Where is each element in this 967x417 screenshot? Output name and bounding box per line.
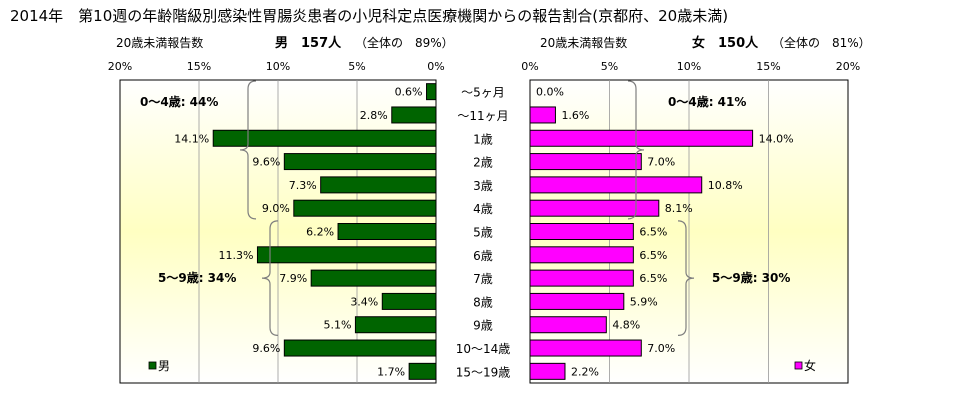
data-label-male: 14.1% bbox=[174, 132, 209, 145]
bar-male bbox=[310, 269, 437, 287]
tick-label-male: 20% bbox=[108, 60, 132, 73]
data-label-male: 6.2% bbox=[306, 226, 334, 239]
bar-female bbox=[529, 362, 566, 380]
bar-female bbox=[529, 223, 634, 240]
bar-male bbox=[283, 153, 437, 171]
data-label-female: 6.5% bbox=[639, 249, 667, 262]
category-label: 15～19歳 bbox=[456, 365, 511, 379]
female-header-label: 20歳未満報告数 bbox=[540, 35, 627, 50]
bar-female bbox=[529, 316, 607, 334]
male-header-summary: 男 157人 bbox=[275, 35, 342, 51]
data-label-male: 9.6% bbox=[252, 156, 280, 169]
age-group-bracket-male bbox=[261, 220, 279, 336]
data-label-male: 7.3% bbox=[289, 179, 317, 192]
bar-female bbox=[529, 269, 634, 287]
data-label-female: 1.6% bbox=[561, 109, 589, 122]
data-label-male: 11.3% bbox=[219, 249, 254, 262]
tick-label-female: 0% bbox=[521, 60, 538, 73]
legend-swatch-female bbox=[794, 361, 803, 370]
category-label: 2歳 bbox=[473, 156, 493, 170]
data-label-female: 0.0% bbox=[536, 86, 564, 99]
bar-male bbox=[391, 106, 437, 124]
bar-female bbox=[529, 199, 660, 217]
bar-female bbox=[529, 176, 703, 194]
tick-label-female: 10% bbox=[677, 60, 701, 73]
data-label-female: 4.8% bbox=[612, 319, 640, 332]
male-header-note: （全体の 89%） bbox=[355, 35, 454, 50]
bar-male bbox=[256, 246, 437, 264]
legend-label-male: 男 bbox=[158, 359, 170, 373]
age-group-bracket-female bbox=[627, 80, 645, 220]
bar-male bbox=[381, 292, 437, 310]
data-label-male: 1.7% bbox=[377, 365, 405, 378]
data-label-male: 2.8% bbox=[360, 109, 388, 122]
bar-male bbox=[337, 223, 437, 240]
data-label-female: 5.9% bbox=[630, 295, 658, 308]
age-group-label-male: 0～4歳: 44% bbox=[140, 94, 218, 109]
age-group-bracket-male bbox=[239, 80, 257, 220]
age-group-label-female: 0～4歳: 41% bbox=[668, 94, 746, 109]
category-label: 6歳 bbox=[473, 249, 493, 263]
data-label-female: 7.0% bbox=[647, 342, 675, 355]
bar-male bbox=[354, 316, 437, 334]
age-group-bracket-female bbox=[677, 220, 695, 336]
bar-male bbox=[212, 129, 437, 147]
category-label: 10～14歳 bbox=[456, 342, 511, 356]
data-label-male: 7.9% bbox=[279, 272, 307, 285]
bar-female bbox=[529, 246, 634, 264]
female-header-summary: 女 150人 bbox=[692, 35, 759, 51]
category-label: 9歳 bbox=[473, 319, 493, 333]
legend-swatch-male bbox=[148, 361, 157, 370]
bar-male bbox=[293, 199, 437, 217]
category-label: 3歳 bbox=[473, 179, 493, 193]
tick-label-male: 0% bbox=[427, 60, 444, 73]
category-label: 4歳 bbox=[473, 202, 493, 216]
data-label-male: 5.1% bbox=[323, 319, 351, 332]
legend-label-female: 女 bbox=[804, 358, 816, 373]
category-label: 8歳 bbox=[473, 295, 493, 309]
data-label-male: 9.6% bbox=[252, 342, 280, 355]
data-label-female: 6.5% bbox=[639, 272, 667, 285]
chart-title: 2014年 第10週の年齢階級別感染性胃腸炎患者の小児科定点医療機関からの報告割… bbox=[10, 7, 728, 25]
female-header-note: （全体の 81%） bbox=[772, 35, 871, 50]
tick-label-male: 10% bbox=[266, 60, 290, 73]
bar-male bbox=[320, 176, 437, 194]
bar-female bbox=[529, 339, 642, 357]
data-label-female: 8.1% bbox=[665, 202, 693, 215]
data-label-male: 9.0% bbox=[262, 202, 290, 215]
category-label: ～5ヶ月 bbox=[461, 86, 505, 100]
data-label-male: 3.4% bbox=[350, 295, 378, 308]
bar-female bbox=[529, 292, 625, 310]
bar-female bbox=[529, 106, 556, 124]
data-label-female: 2.2% bbox=[571, 365, 599, 378]
data-label-female: 10.8% bbox=[708, 179, 743, 192]
data-label-male: 0.6% bbox=[395, 86, 423, 99]
tick-label-male: 15% bbox=[187, 60, 211, 73]
male-header-label: 20歳未満報告数 bbox=[116, 35, 203, 50]
category-label: 5歳 bbox=[473, 226, 493, 240]
category-label: 1歳 bbox=[473, 132, 493, 146]
data-label-female: 7.0% bbox=[647, 156, 675, 169]
bar-male bbox=[408, 362, 437, 380]
data-label-female: 14.0% bbox=[759, 132, 794, 145]
data-label-female: 6.5% bbox=[639, 226, 667, 239]
category-label: 7歳 bbox=[473, 272, 493, 286]
tick-label-female: 20% bbox=[836, 60, 860, 73]
bar-male bbox=[283, 339, 437, 357]
bar-female bbox=[529, 153, 642, 171]
bar-male bbox=[426, 83, 437, 101]
tick-label-male: 5% bbox=[348, 60, 365, 73]
age-group-label-female: 5～9歳: 30% bbox=[712, 270, 790, 285]
tick-label-female: 5% bbox=[601, 60, 618, 73]
bar-female bbox=[529, 129, 754, 147]
age-group-label-male: 5～9歳: 34% bbox=[158, 270, 236, 285]
category-label: ～11ヶ月 bbox=[457, 109, 508, 123]
tick-label-female: 15% bbox=[756, 60, 780, 73]
